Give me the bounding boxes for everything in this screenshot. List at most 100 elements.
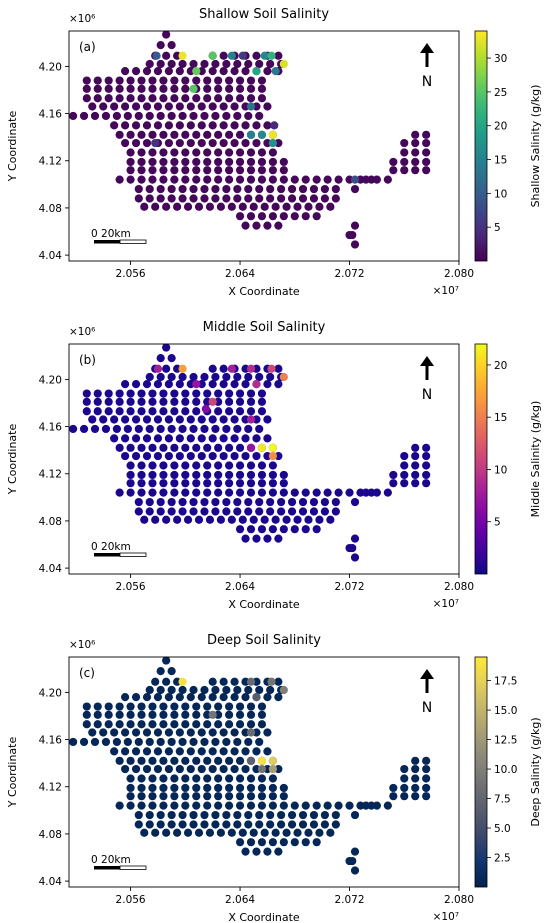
site-point	[121, 102, 130, 111]
site-point	[312, 525, 321, 534]
site-point	[225, 130, 234, 139]
x-multiplier: ×10⁷	[433, 598, 459, 610]
site-point	[156, 507, 165, 516]
site-point	[241, 693, 250, 702]
site-point	[277, 184, 286, 194]
site-point	[153, 415, 163, 424]
site-point	[170, 710, 179, 719]
site-point	[186, 693, 195, 702]
site-point	[225, 792, 234, 801]
site-point	[411, 783, 420, 793]
site-point	[241, 121, 250, 130]
site-point	[99, 728, 108, 737]
site-point	[99, 102, 108, 111]
site-point	[255, 810, 264, 820]
site-point	[268, 488, 277, 497]
site-point	[192, 166, 201, 175]
site-point	[126, 166, 135, 175]
site-point	[121, 693, 130, 702]
site-point	[222, 424, 231, 434]
site-point	[183, 828, 193, 837]
y-tick-label: 4.20	[39, 61, 62, 73]
site-point-highlight	[192, 67, 201, 76]
site-point	[88, 728, 97, 737]
site-point	[170, 397, 179, 406]
site-point	[219, 434, 228, 443]
site-point	[268, 783, 277, 793]
site-point	[170, 792, 179, 801]
site-point	[145, 810, 154, 820]
site-point	[230, 121, 239, 130]
site-point	[90, 737, 100, 747]
panel-1: Shallow Soil Salinity 2.056 2.064 2.072 2.08…	[6, 7, 542, 298]
site-point	[225, 783, 234, 793]
site-point	[312, 488, 321, 497]
site-point	[241, 221, 250, 230]
chart-title: Deep Soil Salinity	[207, 633, 321, 648]
site-point	[123, 424, 132, 434]
site-point	[244, 685, 253, 695]
site-point	[137, 148, 146, 157]
site-point	[189, 111, 198, 121]
site-point	[167, 184, 176, 194]
site-point	[246, 157, 256, 167]
site-point	[241, 67, 250, 76]
site-point	[142, 102, 152, 111]
site-point	[134, 810, 143, 820]
site-point	[151, 677, 160, 686]
site-point	[320, 810, 329, 820]
site-point	[312, 838, 321, 847]
site-point	[156, 685, 165, 695]
site-point	[178, 424, 187, 434]
site-point	[115, 175, 124, 184]
site-point	[246, 175, 256, 184]
site-point	[178, 507, 187, 516]
site-point	[194, 515, 204, 524]
site-point	[225, 488, 234, 497]
site-point	[170, 407, 179, 416]
site-point	[252, 138, 261, 148]
y-tick-label: 4.04	[39, 250, 63, 262]
site-point	[279, 470, 288, 480]
site-point	[197, 451, 206, 461]
site-point	[208, 728, 217, 737]
site-point	[181, 166, 190, 175]
site-point	[142, 747, 152, 756]
site-point	[208, 747, 217, 756]
site-point	[235, 175, 245, 184]
scale-bar-black	[94, 866, 120, 870]
site-point	[255, 497, 264, 507]
site-point	[350, 553, 360, 562]
site-point	[200, 59, 209, 69]
site-point	[266, 372, 275, 382]
site-point	[189, 685, 198, 695]
site-point	[142, 764, 152, 774]
site-point	[123, 111, 132, 121]
site-point	[214, 720, 223, 729]
site-point	[112, 424, 121, 434]
y-tick-label: 4.12	[39, 782, 62, 794]
site-point	[219, 451, 228, 461]
site-point	[126, 710, 135, 719]
site-point	[422, 470, 431, 480]
site-point	[173, 515, 182, 524]
site-point	[186, 728, 195, 737]
site-point	[230, 138, 239, 148]
site-point	[334, 175, 343, 184]
site-point	[159, 470, 168, 480]
site-point	[411, 451, 420, 461]
site-point	[241, 764, 250, 774]
site-point	[225, 774, 234, 783]
site-point	[159, 461, 168, 470]
chart-title: Shallow Soil Salinity	[199, 7, 329, 22]
site-point	[134, 424, 143, 434]
site-point	[290, 175, 299, 184]
site-point	[411, 166, 420, 175]
site-point	[208, 67, 217, 76]
site-point	[159, 157, 168, 167]
site-point	[156, 497, 165, 507]
site-point	[301, 488, 310, 497]
site-point	[230, 764, 239, 774]
site-point	[315, 202, 324, 211]
site-point	[79, 737, 89, 747]
